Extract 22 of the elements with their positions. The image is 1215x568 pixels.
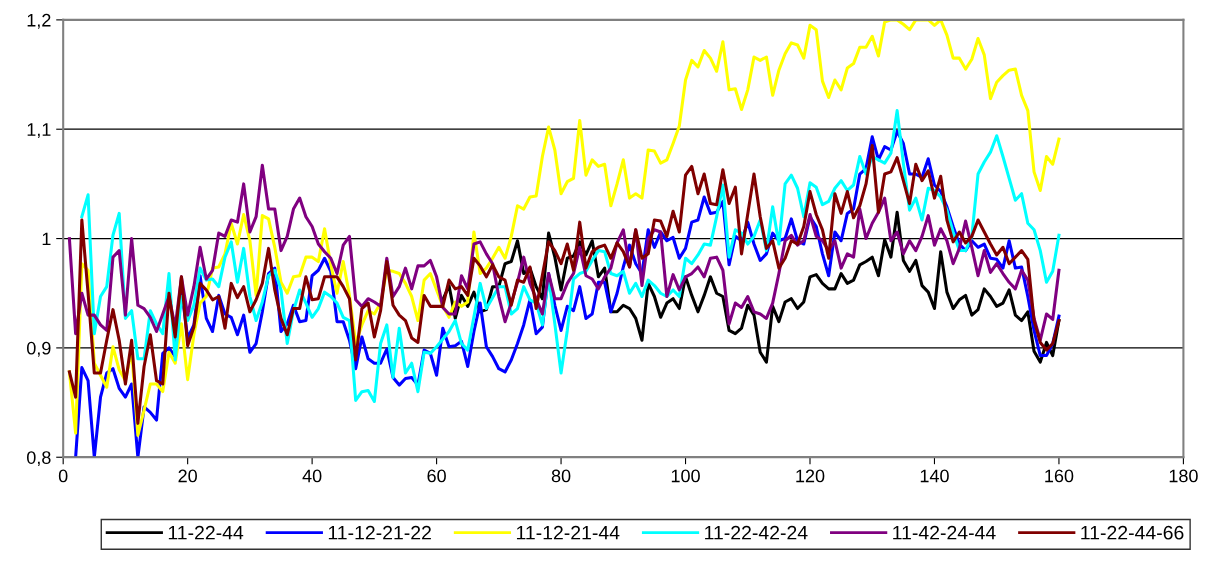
legend-label: 11-22-44-66 (1081, 525, 1184, 540)
y-tick-label: 0,9 (26, 341, 51, 357)
x-tick-label: 20 (178, 469, 197, 483)
legend-label: 11-12-21-22 (328, 525, 431, 540)
x-tick-label: 140 (920, 469, 949, 483)
y-tick-label: 1,1 (27, 123, 51, 139)
x-tick-label: 80 (551, 469, 571, 483)
x-tick-label: 60 (427, 469, 446, 483)
x-tick-label: 160 (1045, 469, 1074, 483)
x-tick-label: 40 (302, 469, 322, 483)
y-tick-label: 1,2 (27, 13, 51, 29)
y-tick-label: 1 (42, 232, 51, 246)
x-tick-label: 180 (1169, 469, 1198, 483)
legend-label: 11-12-21-44 (516, 525, 620, 540)
line-series (67, 144, 1061, 425)
x-tick-label: 100 (671, 469, 700, 483)
x-tick-label: 0 (58, 469, 68, 483)
y-tick-label: 0,8 (26, 451, 51, 467)
legend-label: 11-42-24-44 (893, 525, 996, 540)
legend-label: 11-22-44 (168, 525, 244, 540)
x-tick-label: 120 (796, 469, 825, 483)
legend-label: 11-22-42-24 (705, 525, 808, 540)
